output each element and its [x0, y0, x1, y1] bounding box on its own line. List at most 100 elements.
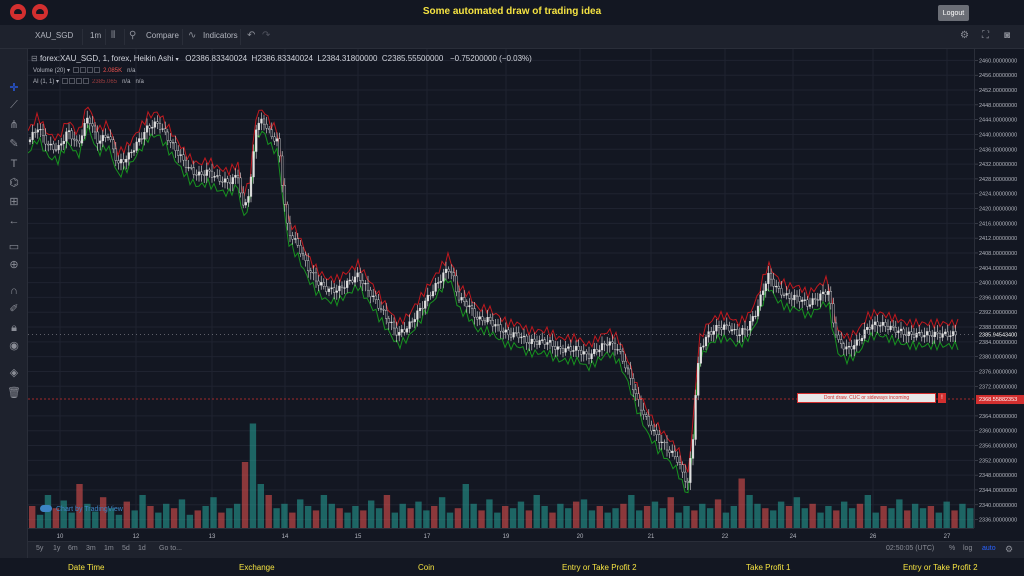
- measure-icon[interactable]: ⊞: [9, 196, 19, 208]
- crosshair-icon[interactable]: ✛: [9, 82, 19, 94]
- candle-body: [101, 135, 104, 142]
- alert-icon[interactable]: !: [938, 393, 946, 403]
- percent-toggle[interactable]: %: [949, 545, 956, 552]
- fullscreen-icon[interactable]: ⛶: [982, 30, 989, 41]
- legend-title[interactable]: forex:XAU_SGD, 1, forex, Heikin Ashi: [39, 54, 174, 63]
- indicators-icon[interactable]: ∿: [188, 30, 197, 41]
- trend-line-icon[interactable]: ⟋: [10, 99, 18, 111]
- close-icon[interactable]: [75, 78, 82, 84]
- range-5d[interactable]: 5d: [122, 545, 130, 552]
- idea-annotation[interactable]: Dont draw. CUC or sideways incoming: [797, 393, 936, 403]
- volume-legend-label[interactable]: Volume (20): [33, 68, 66, 74]
- candle-body: [99, 140, 102, 144]
- settings-icon[interactable]: ⚙: [960, 30, 969, 41]
- candle-body: [788, 293, 791, 299]
- chart-pane[interactable]: [27, 49, 974, 528]
- compare-button[interactable]: Compare: [146, 31, 179, 40]
- volume-bar: [297, 499, 304, 528]
- volume-bar: [722, 512, 730, 528]
- brush-icon[interactable]: ✎: [9, 138, 19, 150]
- volume-bar: [233, 503, 241, 528]
- price-scale[interactable]: 2460.00000000 2456.00000000 2452.00000000 2…: [975, 49, 1024, 528]
- candle-body: [720, 327, 723, 330]
- log-toggle[interactable]: log: [963, 545, 973, 552]
- pattern-icon[interactable]: ⌬: [9, 177, 19, 189]
- undo-icon[interactable]: ↶: [247, 30, 256, 41]
- tradingview-watermark[interactable]: Chart by TradingView: [40, 505, 123, 513]
- price-axis[interactable]: 2460.00000000 2456.00000000 2452.00000000 2…: [974, 49, 1024, 528]
- range-6m[interactable]: 6m: [68, 545, 78, 552]
- candle-body: [249, 176, 253, 197]
- volume-bar: [943, 501, 950, 528]
- eye-icon[interactable]: [61, 78, 68, 84]
- volume-bar: [289, 512, 296, 528]
- volume-bar: [896, 499, 903, 528]
- candle-body: [897, 330, 900, 333]
- layers-icon[interactable]: ◈: [9, 367, 19, 379]
- close-icon[interactable]: [86, 67, 93, 73]
- zoom-in-icon[interactable]: ⊕: [9, 259, 19, 271]
- candle-body: [717, 325, 721, 328]
- camera-icon[interactable]: ◙: [1004, 30, 1011, 41]
- range-1m[interactable]: 1m: [104, 545, 114, 552]
- toolbar-divider: [240, 29, 241, 45]
- range-1d[interactable]: 1d: [138, 545, 146, 552]
- watermark-text[interactable]: Chart by TradingView: [56, 506, 123, 513]
- chevron-down-icon[interactable]: ▾: [56, 79, 60, 85]
- trash-icon[interactable]: 🗑︎: [7, 387, 21, 399]
- more-icon[interactable]: [93, 67, 100, 73]
- toolbar-divider: [182, 29, 183, 45]
- candle-body: [749, 321, 752, 331]
- lock-drawings-icon[interactable]: ✐: [9, 303, 19, 315]
- candle-body: [769, 272, 773, 280]
- text-icon[interactable]: T: [10, 158, 18, 170]
- candle-body: [346, 280, 349, 288]
- compare-icon[interactable]: ⚲: [129, 30, 137, 41]
- time-axis[interactable]: 10 12 13 14 15 17 19 20 21 22 24 26 27: [28, 528, 974, 541]
- price-tick-label: 2360.00000000: [979, 429, 1017, 435]
- lock-icon[interactable]: 🔒︎: [11, 322, 17, 334]
- chevron-down-icon[interactable]: ▾: [67, 68, 71, 74]
- range-3m[interactable]: 3m: [86, 545, 96, 552]
- eye-icon[interactable]: ◉: [9, 340, 19, 352]
- magnet-icon[interactable]: ∩: [10, 285, 18, 297]
- time-tick-label: 10: [57, 534, 64, 540]
- range-1y[interactable]: 1y: [53, 545, 61, 552]
- candle-body: [845, 346, 848, 350]
- pitchfork-icon[interactable]: ⋔: [9, 119, 19, 131]
- indicators-button[interactable]: Indicators: [203, 31, 238, 40]
- legend-collapse-icon[interactable]: ⊟: [31, 54, 40, 63]
- candle-body: [96, 131, 99, 144]
- candle-body: [704, 336, 708, 347]
- candle-body: [767, 272, 770, 284]
- range-5y[interactable]: 5y: [36, 545, 44, 552]
- footer-entry-tp2: Entry or Take Profit 2: [562, 563, 637, 572]
- candle-body: [106, 136, 110, 138]
- auto-toggle[interactable]: auto: [982, 545, 996, 552]
- settings-icon[interactable]: ⚙: [1005, 544, 1014, 554]
- goto-button[interactable]: Go to...: [159, 545, 182, 552]
- candle-body: [60, 143, 63, 146]
- eye-icon[interactable]: [72, 67, 79, 73]
- candle-body: [642, 409, 645, 415]
- ruler-icon[interactable]: ▭: [8, 241, 20, 253]
- more-icon[interactable]: [82, 78, 89, 84]
- ai-legend-label[interactable]: AI (1, 1): [33, 79, 55, 85]
- clock-time[interactable]: 02:50:05 (UTC): [886, 545, 935, 552]
- volume-bar: [186, 514, 194, 528]
- symbol-search[interactable]: XAU_SGD: [35, 31, 74, 40]
- candle-body: [109, 136, 112, 140]
- chevron-down-icon[interactable]: ▾: [175, 57, 179, 63]
- interval-selector[interactable]: 1m: [90, 31, 102, 40]
- time-scale[interactable]: 10 12 13 14 15 17 19 20 21 22 24 26 27: [28, 529, 974, 542]
- settings-icon[interactable]: [68, 78, 75, 84]
- ai-value: 2385.065: [92, 79, 118, 85]
- candle-body: [223, 178, 227, 183]
- back-arrow-icon[interactable]: ←: [8, 215, 20, 227]
- redo-icon[interactable]: ↷: [262, 30, 271, 41]
- time-tick-label: 21: [648, 534, 655, 540]
- candles-icon[interactable]: ⫴: [111, 30, 116, 41]
- price-chart[interactable]: [27, 49, 974, 528]
- logout-button[interactable]: Logout: [938, 5, 969, 21]
- settings-icon[interactable]: [79, 67, 86, 73]
